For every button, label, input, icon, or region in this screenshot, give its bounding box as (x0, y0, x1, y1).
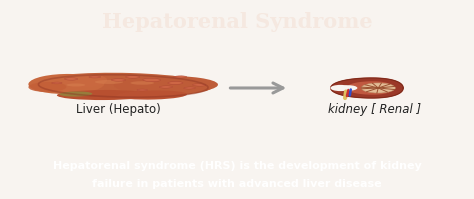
Ellipse shape (137, 89, 147, 91)
Text: Hepatorenal Syndrome: Hepatorenal Syndrome (102, 12, 372, 32)
Ellipse shape (89, 76, 100, 78)
Ellipse shape (111, 79, 126, 81)
Text: Liver (Hepato): Liver (Hepato) (76, 103, 161, 116)
Ellipse shape (168, 82, 183, 84)
Text: kidney [ Renal ]: kidney [ Renal ] (328, 103, 421, 116)
Ellipse shape (330, 85, 350, 91)
Ellipse shape (159, 86, 173, 88)
Ellipse shape (28, 74, 104, 94)
Ellipse shape (28, 82, 66, 92)
Ellipse shape (57, 90, 152, 100)
Ellipse shape (59, 92, 92, 97)
Ellipse shape (143, 78, 161, 82)
Ellipse shape (95, 80, 123, 84)
Ellipse shape (66, 83, 85, 87)
Ellipse shape (64, 74, 107, 87)
Polygon shape (347, 82, 392, 94)
Text: failure in patients with advanced liver disease: failure in patients with advanced liver … (92, 179, 382, 189)
Ellipse shape (52, 82, 62, 84)
Ellipse shape (184, 87, 195, 89)
Ellipse shape (114, 76, 218, 94)
Ellipse shape (339, 85, 357, 91)
Ellipse shape (126, 76, 140, 78)
Ellipse shape (34, 73, 213, 97)
Polygon shape (331, 78, 403, 98)
Ellipse shape (192, 84, 206, 86)
Text: Hepatorenal syndrome (HRS) is the development of kidney: Hepatorenal syndrome (HRS) is the develo… (53, 161, 421, 171)
Ellipse shape (116, 90, 187, 100)
Ellipse shape (361, 83, 395, 93)
Ellipse shape (130, 81, 154, 85)
Ellipse shape (64, 78, 78, 80)
Ellipse shape (173, 76, 187, 78)
